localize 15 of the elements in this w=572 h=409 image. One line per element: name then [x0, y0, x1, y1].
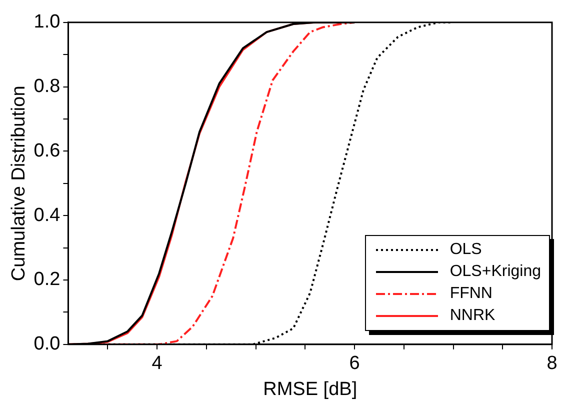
y-tick-label: 0.2 — [34, 269, 60, 290]
legend-label: OLS — [450, 241, 482, 259]
x-tick-label: 4 — [152, 353, 163, 374]
legend-label: OLS+Kriging — [450, 263, 541, 281]
legend-label: FFNN — [450, 285, 492, 303]
legend-label: NNRK — [450, 307, 496, 325]
x-axis-title: RMSE [dB] — [263, 378, 358, 400]
y-tick-label: 0.4 — [34, 204, 61, 226]
y-tick-label: 0.0 — [34, 334, 60, 355]
y-tick-label: 1.0 — [34, 12, 60, 33]
x-tick-label: 8 — [546, 353, 558, 374]
x-tick-label: 6 — [349, 353, 360, 374]
y-tick-label: 0.8 — [34, 76, 60, 98]
y-axis-title: Cumulative Distribution — [8, 86, 30, 282]
y-tick-label: 0.6 — [34, 140, 60, 162]
